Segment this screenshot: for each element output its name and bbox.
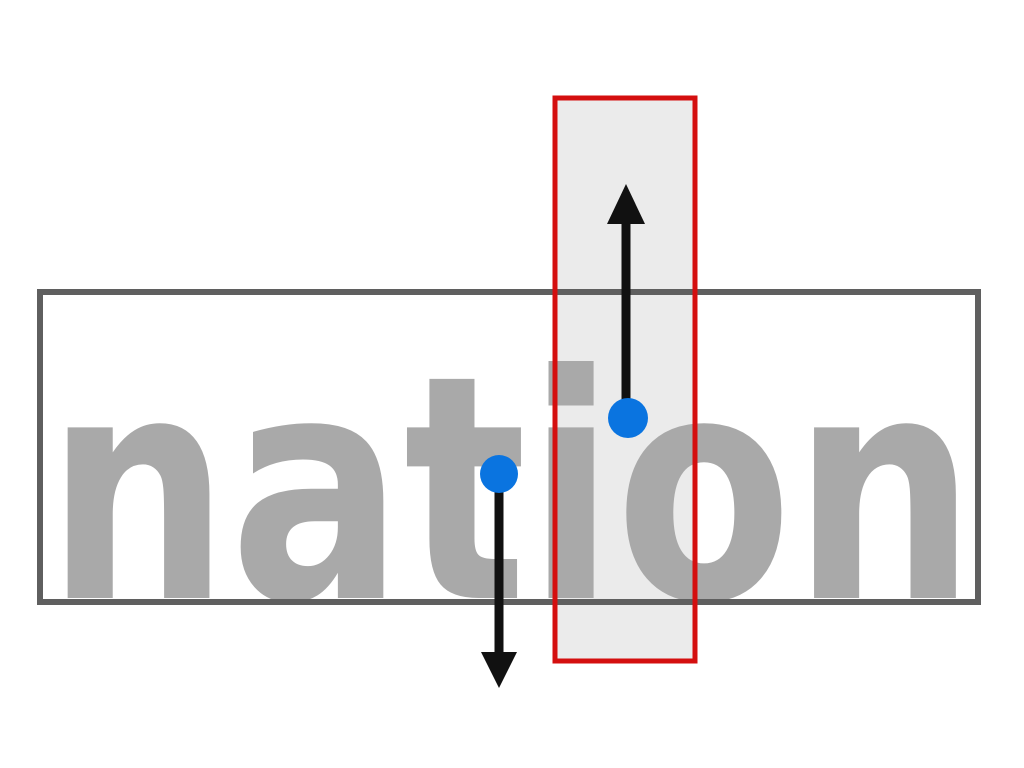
down-arrow-icon xyxy=(481,652,517,688)
upper-handle-dot[interactable] xyxy=(608,398,648,438)
word-text: nation xyxy=(46,308,976,672)
lower-handle-dot[interactable] xyxy=(480,455,518,493)
